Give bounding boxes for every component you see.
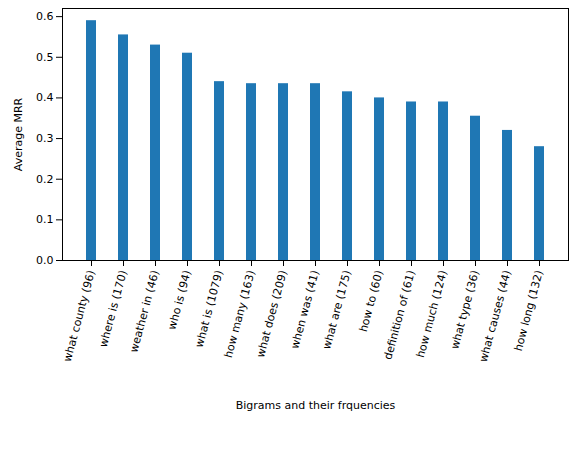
- svg-text:how many (163): how many (163): [222, 269, 258, 360]
- svg-text:what are (175): what are (175): [320, 269, 354, 351]
- svg-text:when was (41): when was (41): [288, 269, 321, 350]
- svg-text:0.3: 0.3: [36, 132, 54, 145]
- svg-text:how to (60): how to (60): [357, 269, 386, 334]
- svg-text:Bigrams and their frquencies: Bigrams and their frquencies: [236, 399, 396, 412]
- svg-text:0.5: 0.5: [36, 51, 54, 64]
- svg-text:where is (170): where is (170): [97, 269, 130, 349]
- svg-text:what does (209): what does (209): [254, 269, 290, 359]
- svg-text:Average MRR: Average MRR: [12, 97, 25, 171]
- svg-text:0.1: 0.1: [36, 213, 54, 226]
- svg-text:definition of (61): definition of (61): [381, 269, 417, 361]
- svg-text:0.4: 0.4: [36, 91, 54, 104]
- svg-text:what causes (44): what causes (44): [477, 269, 514, 364]
- svg-text:how much (124): how much (124): [414, 269, 450, 359]
- svg-text:how long (132): how long (132): [512, 269, 546, 353]
- svg-text:what county (96): what county (96): [61, 269, 98, 363]
- svg-text:weather in (46): weather in (46): [127, 269, 161, 354]
- svg-text:what is (1079): what is (1079): [193, 269, 226, 349]
- svg-text:0.6: 0.6: [36, 10, 54, 23]
- svg-text:0.2: 0.2: [36, 173, 54, 186]
- svg-text:what type (36): what type (36): [448, 269, 482, 351]
- svg-text:who is (94): who is (94): [165, 269, 193, 331]
- svg-text:0.0: 0.0: [36, 254, 54, 267]
